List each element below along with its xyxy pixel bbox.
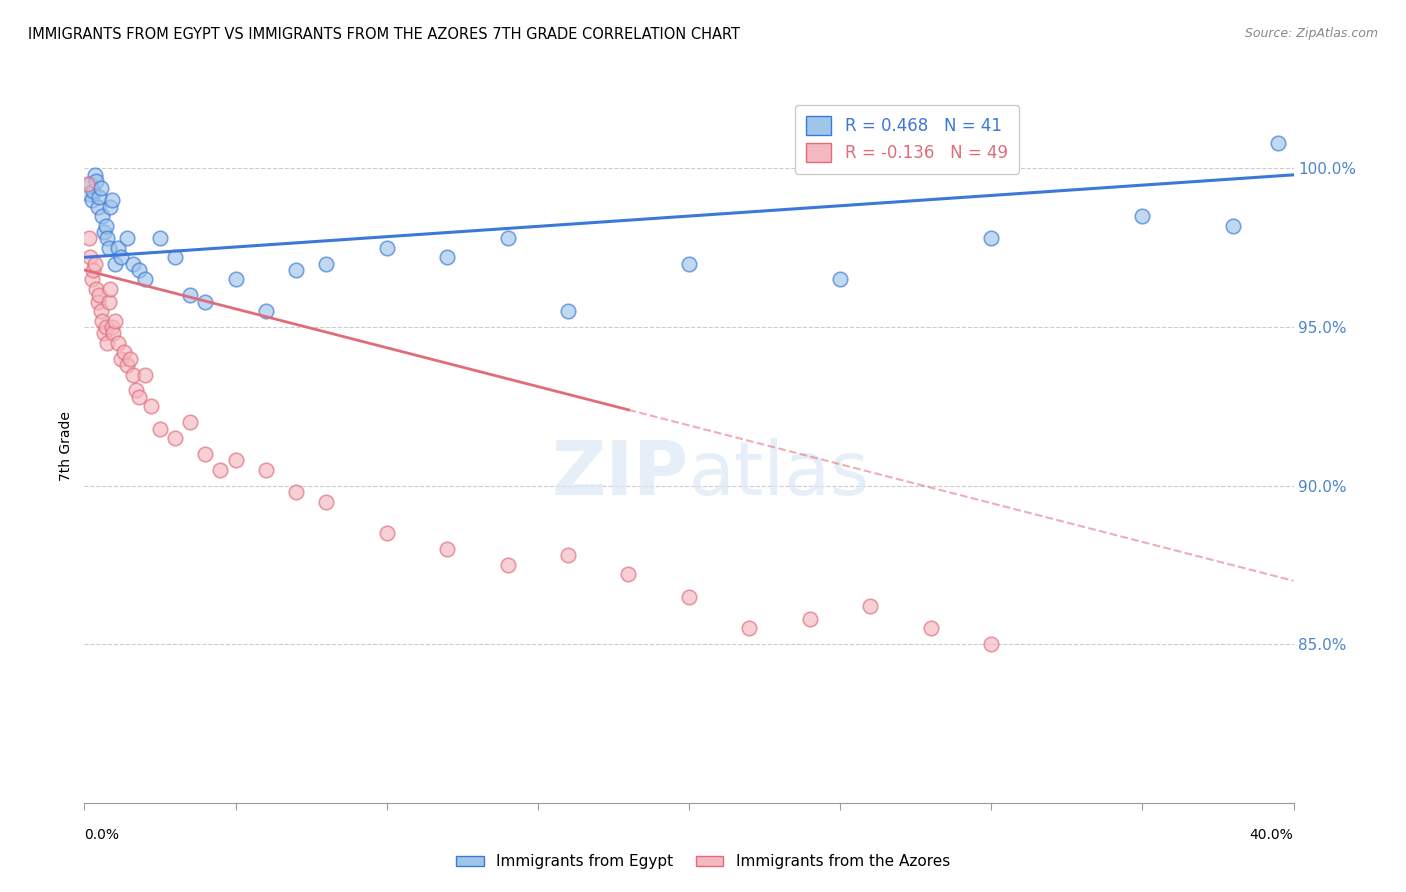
Point <box>194 294 217 309</box>
Point <box>496 231 519 245</box>
Point <box>118 351 141 366</box>
Point <box>98 282 121 296</box>
Point <box>254 304 277 318</box>
Point <box>678 257 700 271</box>
Point <box>134 272 156 286</box>
Point <box>97 241 120 255</box>
Point <box>134 368 156 382</box>
Point <box>115 231 138 245</box>
Point <box>128 263 150 277</box>
Text: atlas: atlas <box>689 438 870 511</box>
Point <box>76 178 98 192</box>
Point <box>90 180 112 194</box>
Point <box>91 314 114 328</box>
Point <box>94 320 117 334</box>
Point <box>79 250 101 264</box>
Point <box>125 384 148 398</box>
Point <box>436 542 458 557</box>
Point <box>209 463 232 477</box>
Point <box>980 637 1002 651</box>
Point <box>82 184 104 198</box>
Point <box>97 294 120 309</box>
Point <box>165 250 187 264</box>
Point <box>84 257 107 271</box>
Point <box>86 174 108 188</box>
Point <box>859 599 882 614</box>
Legend: Immigrants from Egypt, Immigrants from the Azores: Immigrants from Egypt, Immigrants from t… <box>450 848 956 875</box>
Point <box>678 590 700 604</box>
Point <box>830 272 852 286</box>
Point <box>87 200 110 214</box>
Text: 0.0%: 0.0% <box>84 828 120 842</box>
Point <box>107 241 129 255</box>
Point <box>96 335 118 350</box>
Point <box>617 567 640 582</box>
Point <box>557 549 579 563</box>
Point <box>285 485 308 500</box>
Point <box>315 257 337 271</box>
Point <box>107 335 129 350</box>
Point <box>79 178 101 192</box>
Point <box>738 621 761 635</box>
Point <box>315 494 337 508</box>
Point <box>128 390 150 404</box>
Text: ZIP: ZIP <box>551 438 689 511</box>
Point <box>115 358 138 372</box>
Text: IMMIGRANTS FROM EGYPT VS IMMIGRANTS FROM THE AZORES 7TH GRADE CORRELATION CHART: IMMIGRANTS FROM EGYPT VS IMMIGRANTS FROM… <box>28 27 740 42</box>
Point <box>98 200 121 214</box>
Point <box>165 431 187 445</box>
Point <box>375 241 398 255</box>
Point <box>225 272 247 286</box>
Point <box>149 231 172 245</box>
Point <box>194 447 217 461</box>
Point <box>101 326 124 341</box>
Point <box>496 558 519 572</box>
Point <box>254 463 277 477</box>
Point <box>96 231 118 245</box>
Y-axis label: 7th Grade: 7th Grade <box>59 411 73 481</box>
Point <box>84 168 107 182</box>
Point <box>375 526 398 541</box>
Point <box>94 219 117 233</box>
Point <box>89 190 111 204</box>
Point <box>557 304 579 318</box>
Point <box>77 186 100 201</box>
Point <box>90 304 112 318</box>
Point <box>110 351 132 366</box>
Point <box>112 345 135 359</box>
Point <box>89 288 111 302</box>
Point <box>436 250 458 264</box>
Point <box>1267 136 1289 150</box>
Point <box>77 231 100 245</box>
Point <box>93 225 115 239</box>
Point <box>86 282 108 296</box>
Point <box>104 257 127 271</box>
Text: 40.0%: 40.0% <box>1250 828 1294 842</box>
Point <box>91 209 114 223</box>
Point <box>80 193 103 207</box>
Point <box>100 193 122 207</box>
Point <box>121 257 143 271</box>
Point <box>149 421 172 435</box>
Point <box>93 326 115 341</box>
Point <box>1222 219 1244 233</box>
Point <box>179 415 201 429</box>
Point <box>1132 209 1154 223</box>
Point <box>179 288 201 302</box>
Text: Source: ZipAtlas.com: Source: ZipAtlas.com <box>1244 27 1378 40</box>
Point <box>285 263 308 277</box>
Point <box>100 320 122 334</box>
Point <box>121 368 143 382</box>
Point <box>110 250 132 264</box>
Point <box>139 400 162 414</box>
Point <box>104 314 127 328</box>
Point <box>920 621 942 635</box>
Point <box>225 453 247 467</box>
Point <box>87 294 110 309</box>
Legend: R = 0.468   N = 41, R = -0.136   N = 49: R = 0.468 N = 41, R = -0.136 N = 49 <box>794 104 1019 174</box>
Point <box>799 612 821 626</box>
Point <box>980 231 1002 245</box>
Point <box>82 263 104 277</box>
Point <box>80 272 103 286</box>
